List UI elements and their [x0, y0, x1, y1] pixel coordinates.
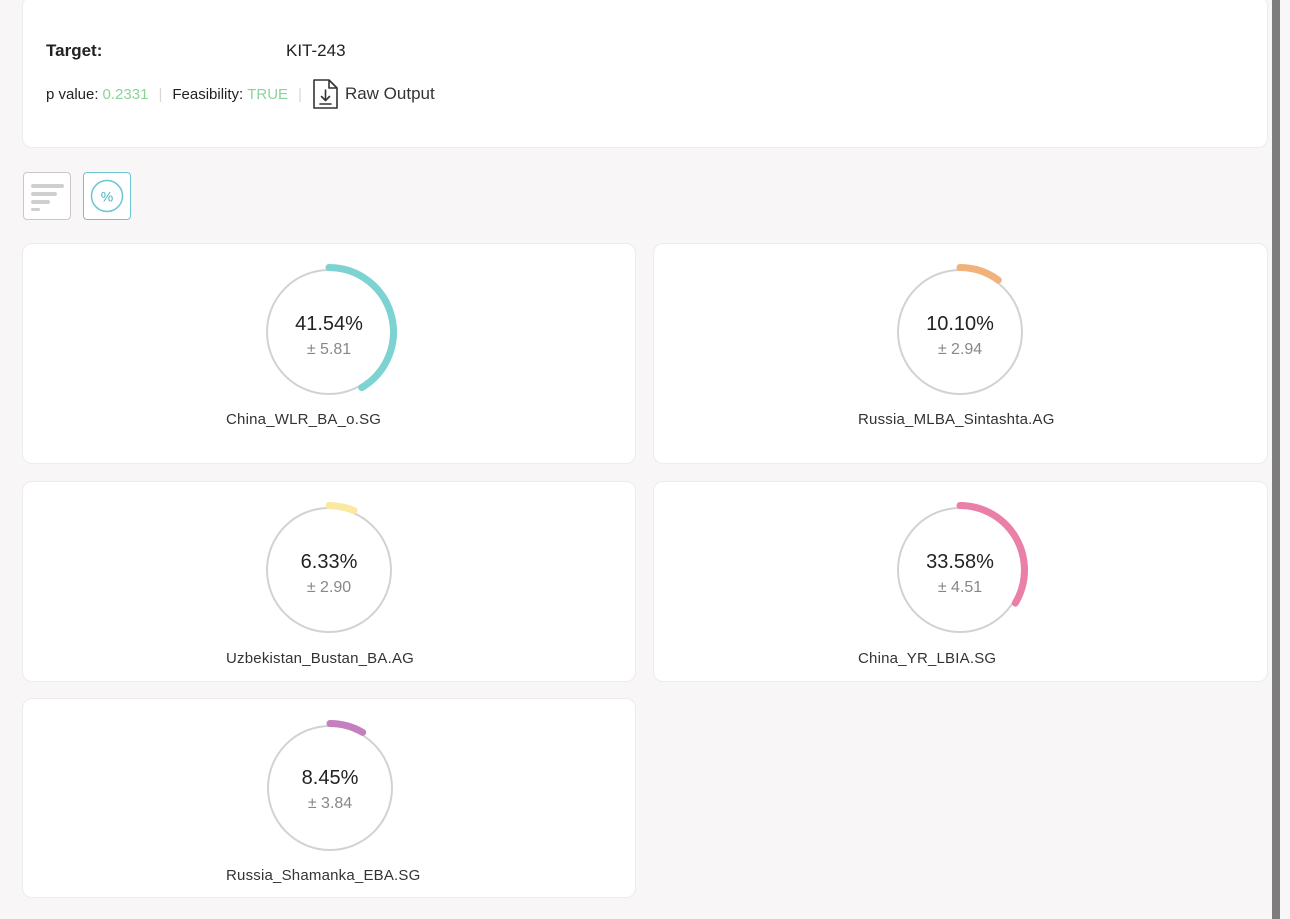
component-percent: 8.45% [301, 767, 359, 789]
component-percent: 41.54% [295, 313, 363, 335]
component-card: 41.54% ± 5.81 China_WLR_BA_o.SG [22, 243, 636, 464]
component-error: ± 3.84 [307, 795, 353, 812]
separator: | [298, 85, 302, 103]
proportion-ring [897, 264, 1023, 395]
component-error: ± 5.81 [306, 341, 352, 358]
component-card: 8.45% ± 3.84 Russia_Shamanka_EBA.SG [22, 698, 636, 898]
feasibility-value: TRUE [247, 85, 289, 103]
raw-output-button[interactable]: Raw Output [312, 78, 435, 110]
component-label: Russia_Shamanka_EBA.SG [226, 867, 421, 884]
component-label: China_WLR_BA_o.SG [226, 411, 382, 428]
proportion-arc [325, 502, 358, 515]
raw-output-label: Raw Output [344, 84, 435, 103]
stats-row: p value: 0.2331 | Feasibility: TRUE | Ra… [46, 79, 435, 109]
percent-circle-icon: % [90, 179, 124, 213]
summary-card: Target: KIT-243 p value: 0.2331 | Feasib… [22, 0, 1268, 148]
component-percent: 33.58% [926, 551, 994, 573]
component-percent: 10.10% [926, 313, 994, 335]
component-card: 6.33% ± 2.90 Uzbekistan_Bustan_BA.AG [22, 481, 636, 682]
feasibility-label: Feasibility: [172, 85, 244, 103]
component-card: 33.58% ± 4.51 China_YR_LBIA.SG [653, 481, 1268, 682]
list-view-button[interactable] [23, 172, 71, 220]
component-label: China_YR_LBIA.SG [858, 650, 997, 667]
component-error: ± 4.51 [937, 579, 983, 596]
component-card: 10.10% ± 2.94 Russia_MLBA_Sintashta.AG [653, 243, 1268, 464]
p-value-label: p value: [46, 85, 99, 103]
proportion-ring [897, 502, 1028, 633]
component-error: ± 2.94 [937, 341, 983, 358]
separator: | [158, 85, 163, 103]
download-file-icon [313, 79, 338, 109]
component-percent: 6.33% [300, 551, 358, 573]
proportion-ring [266, 264, 397, 395]
proportion-arc [326, 720, 367, 736]
p-value: 0.2331 [102, 85, 149, 103]
proportion-arc [956, 264, 1002, 284]
percent-symbol: % [101, 189, 113, 205]
target-label: Target: [46, 41, 103, 60]
scrollbar-thumb[interactable] [1272, 0, 1280, 919]
component-label: Uzbekistan_Bustan_BA.AG [226, 650, 415, 667]
component-error: ± 2.90 [306, 579, 352, 596]
proportion-arc [956, 502, 1028, 607]
percent-view-button[interactable]: % [83, 172, 131, 220]
component-label: Russia_MLBA_Sintashta.AG [858, 411, 1055, 428]
proportion-ring [267, 720, 393, 851]
bars-icon [31, 184, 64, 211]
proportion-ring [266, 502, 392, 633]
proportion-arc [325, 264, 397, 392]
target-value: KIT-243 [286, 41, 346, 60]
